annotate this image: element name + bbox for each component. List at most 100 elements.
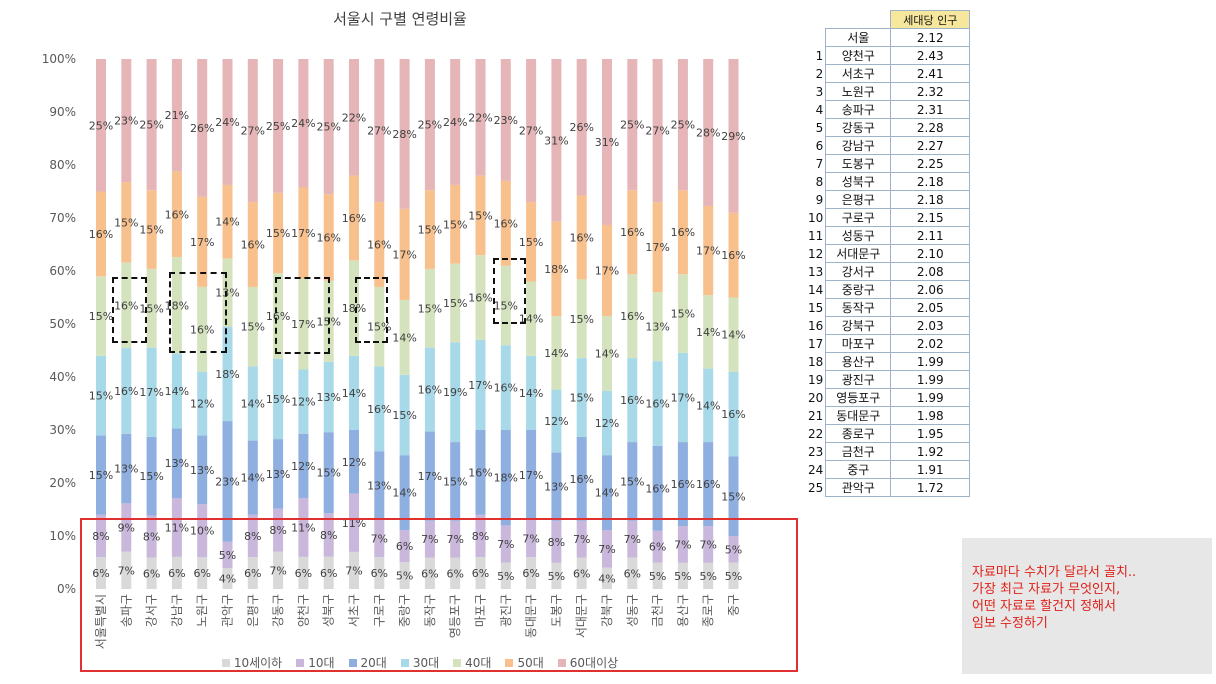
bar-segment (627, 190, 638, 275)
data-label: 6% (143, 567, 160, 580)
bar-segment (602, 567, 612, 589)
y-tick-label: 20% (49, 476, 76, 490)
bar-segment (728, 59, 739, 213)
bar-segment (602, 455, 612, 531)
bar-segment (526, 59, 537, 203)
bar-segment (728, 212, 739, 298)
data-label: 15% (721, 490, 745, 503)
table-row: 24 중구 1.91 (808, 460, 971, 479)
data-label: 17% (645, 241, 669, 254)
district-cell: 영등포구 (825, 388, 892, 407)
data-label: 13% (645, 321, 669, 334)
bar-segment (197, 557, 208, 589)
district-cell: 동대문구 (825, 406, 892, 425)
bar-segment (349, 493, 359, 552)
y-tick-label: 80% (49, 158, 76, 172)
table-row: 13 강서구 2.08 (808, 262, 971, 281)
bar-segment (627, 557, 638, 589)
bar-segment (96, 514, 106, 558)
data-label: 11% (291, 521, 315, 534)
table-row: 4 송파구 2.31 (808, 100, 971, 119)
data-label: 27% (645, 125, 669, 138)
value-cell: 1.99 (890, 388, 971, 407)
bar-segment (450, 520, 461, 558)
data-label: 15% (89, 469, 113, 482)
rank-cell: 19 (808, 372, 824, 387)
data-label: 14% (165, 385, 189, 398)
bar-segment (399, 562, 410, 589)
value-cell: 1.95 (890, 424, 971, 443)
data-label: 8% (143, 531, 160, 544)
data-label: 7% (497, 538, 514, 551)
data-label: 8% (244, 530, 261, 543)
bar-segment (728, 297, 739, 372)
bar-segment (146, 59, 157, 191)
bar-segment (450, 342, 461, 443)
category-label: 구로구 (372, 594, 386, 627)
value-cell: 2.11 (890, 226, 971, 245)
rank-cell: 20 (808, 390, 824, 405)
data-label: 16% (367, 239, 391, 252)
data-label: 23% (494, 114, 518, 127)
value-cell: 2.32 (890, 82, 971, 101)
table-row: 3 노원구 2.32 (808, 82, 971, 101)
data-label: 7% (371, 533, 388, 546)
data-label: 17% (519, 469, 543, 482)
legend-swatch (557, 658, 566, 667)
data-label: 25% (316, 121, 340, 134)
data-label: 24% (291, 117, 315, 130)
legend-item: 40대 (453, 654, 491, 671)
data-label: 14% (696, 326, 720, 339)
rank-cell: 7 (815, 156, 824, 171)
bar-segment (374, 286, 385, 367)
data-label: 18% (215, 368, 239, 381)
bar-segment (627, 274, 638, 359)
district-cell: 강북구 (825, 316, 892, 335)
chart-panel: 서울시 구별 연령비율 0% 10% 20% 30% 40% 50% 60% 70% 80% 90… (42, 10, 798, 672)
bar-segment (399, 374, 410, 456)
data-label: 15% (316, 467, 340, 480)
legend-swatch (453, 658, 462, 667)
data-label: 18% (494, 472, 518, 485)
legend-item: 10세이하 (221, 654, 282, 671)
bar-segment (121, 503, 132, 552)
bar-segment (197, 371, 208, 436)
category-label: 관악구 (221, 594, 235, 627)
rank-cell: 24 (808, 462, 824, 477)
district-cell: 중구 (825, 460, 892, 479)
district-cell: 은평구 (825, 190, 892, 209)
bar-segment (703, 442, 714, 527)
data-label: 14% (392, 331, 416, 344)
table-row: 22 종로구 1.95 (808, 424, 971, 443)
table-row: 21 동대문구 1.98 (808, 406, 971, 425)
data-label: 17% (468, 379, 492, 392)
table-row: 12 서대문구 2.10 (808, 244, 971, 263)
district-cell: 서초구 (825, 64, 892, 83)
bar-segment (424, 59, 435, 191)
bar-segment (677, 190, 688, 275)
district-cell: 용산구 (825, 352, 892, 371)
legend-swatch (296, 658, 305, 667)
bar-segment (576, 195, 587, 280)
data-label: 16% (367, 403, 391, 416)
bar-segment (121, 262, 132, 349)
data-label: 16% (114, 385, 138, 398)
bar-segment (450, 442, 461, 521)
data-label: 22% (342, 111, 366, 124)
district-cell: 동작구 (825, 298, 892, 317)
total-name: 서울 (825, 28, 892, 47)
rank-cell: 9 (815, 192, 824, 207)
data-label: 19% (443, 386, 467, 399)
category-label: 도봉구 (549, 594, 563, 627)
bar-segment (475, 514, 486, 558)
bar-segment (652, 562, 663, 589)
bar-segment (323, 194, 334, 281)
data-label: 7% (345, 564, 362, 577)
rank-cell: 3 (815, 84, 824, 99)
value-cell: 1.92 (890, 442, 971, 461)
bar-segment (551, 59, 562, 222)
data-label: 16% (620, 394, 644, 407)
table-row: 5 강동구 2.28 (808, 118, 971, 137)
bar-segment (450, 59, 461, 185)
category-label: 양천구 (295, 594, 310, 627)
